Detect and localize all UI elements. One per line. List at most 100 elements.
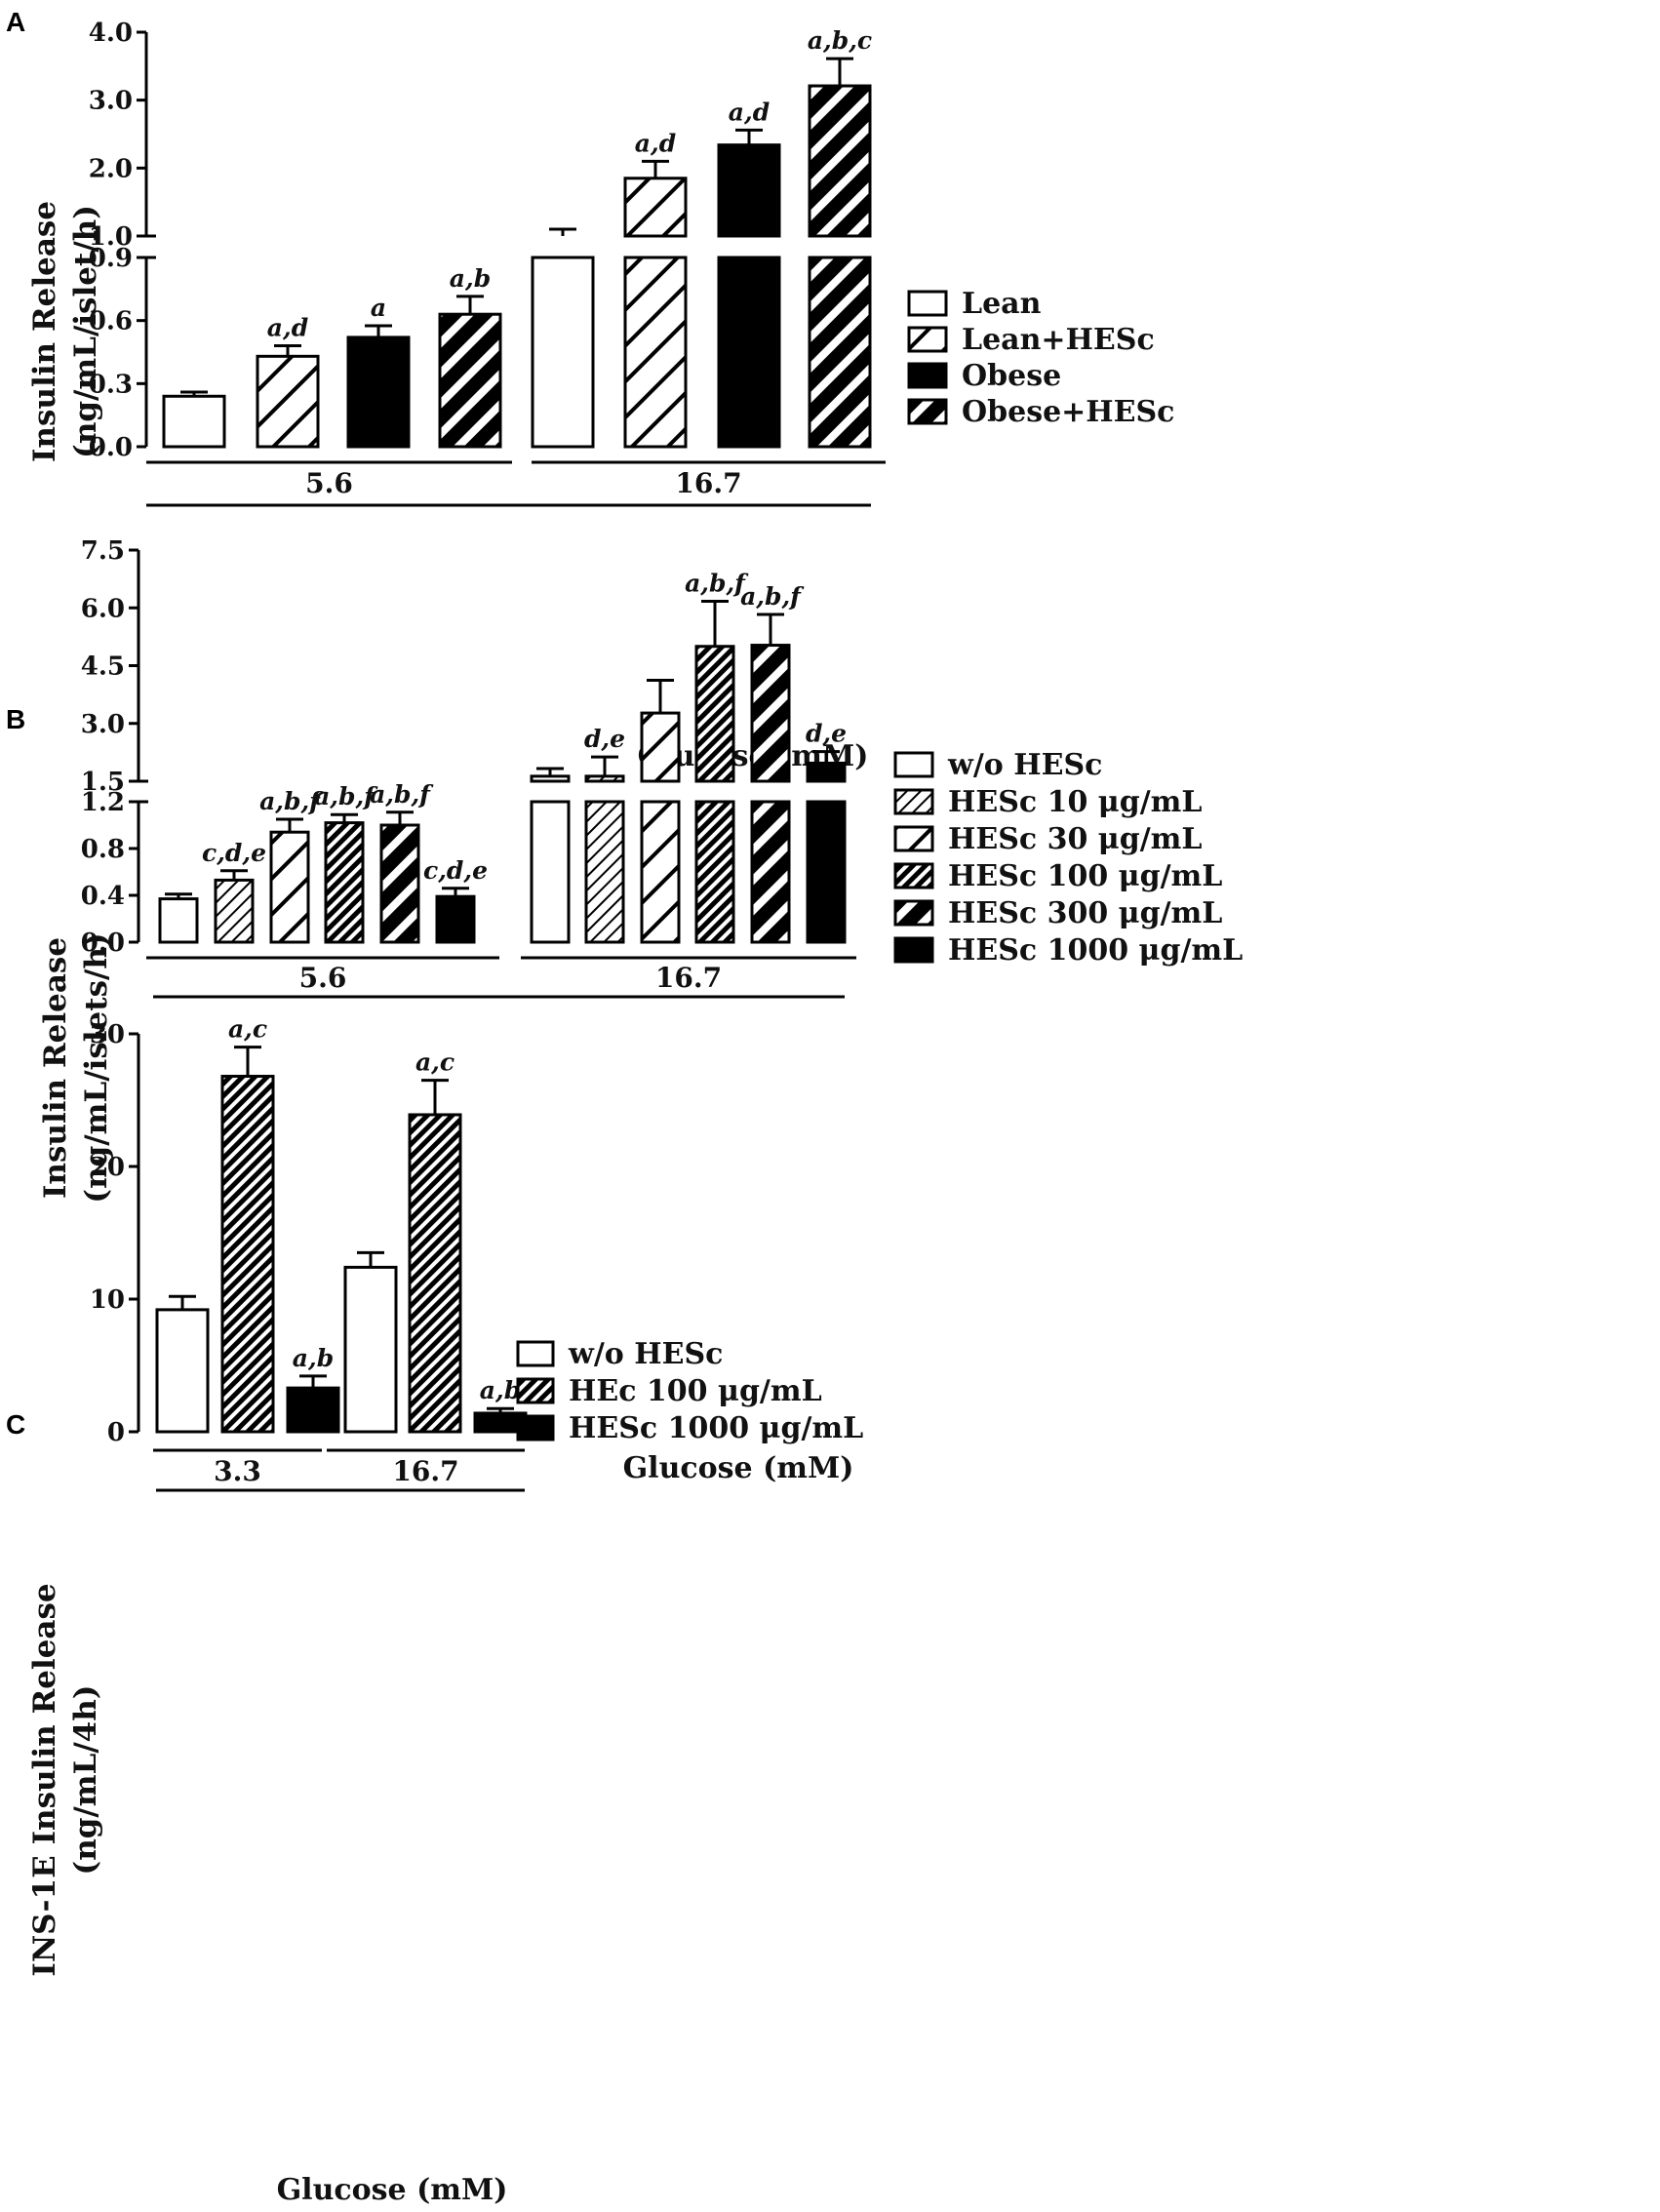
panel-c-legend-label-hec-100-g-ml: HEc 100 μg/mL xyxy=(569,1374,822,1408)
svg-text:(ng/mL/islet/h): (ng/mL/islet/h) xyxy=(68,205,103,458)
panel-c-y-axis xyxy=(129,1032,140,1434)
panel-b-legend-swatch-hesc-30-g-ml xyxy=(893,825,934,852)
panel-b-y-tick-label: 1.2 xyxy=(81,788,125,817)
panel-b-y-tick-label: 0.4 xyxy=(81,882,125,911)
panel-b-legend-label-hesc-30-g-ml: HESc 30 μg/mL xyxy=(948,822,1203,856)
panel-a-category-label: 16.7 xyxy=(675,467,741,499)
panel-a-y-axis xyxy=(137,30,156,449)
panel-c-bar-hec-100-g-ml-3-3 xyxy=(220,1075,275,1434)
panel-b-bar-hesc-300-g-ml-16-7 xyxy=(750,800,791,944)
panel-b-bar-w-o-hesc-16-7-upper xyxy=(530,774,571,783)
panel-b-bar-hesc-300-g-ml-16-7-significance: a,b,f xyxy=(740,582,805,611)
panel-c-bar-w-o-hesc-3-3 xyxy=(155,1308,210,1434)
panel-a-legend-label-obese: Obese xyxy=(962,359,1061,393)
panel-b-bar-w-o-hesc-5-6 xyxy=(158,897,199,944)
panel-c-legend-swatch-hec-100-g-ml xyxy=(516,1377,555,1404)
panel-b-y-tick-label: 6.0 xyxy=(81,594,125,623)
panel-a-bar-lean-hesc-16-7-significance: a,d xyxy=(635,129,676,157)
panel-a-bar-lean-hesc-16-7 xyxy=(623,256,688,449)
panel-a-legend-swatch-lean xyxy=(907,290,948,317)
panel-b-bar-hesc-30-g-ml-5-6-significance: a,b,f xyxy=(259,787,324,815)
panel-b-bar-hesc-30-g-ml-5-6 xyxy=(269,830,310,944)
panel-c-y-tick-label: 20 xyxy=(90,1153,125,1182)
panel-a-bar-obese-5-6-significance: a xyxy=(371,294,386,322)
panel-b-bar-hesc-100-g-ml-5-6-significance: a,b,f xyxy=(314,782,378,810)
panel-b-y-tick-label: 4.5 xyxy=(81,652,125,682)
panel-a-bar-obese-hesc-16-7 xyxy=(808,256,872,449)
panel-c-y-tick-label: 30 xyxy=(90,1020,125,1049)
panel-c-bar-hesc-1000-g-ml-3-3-significance: a,b xyxy=(293,1344,334,1372)
svg-text:Insulin Release: Insulin Release xyxy=(27,201,62,462)
panel-a-legend-label-lean: Lean xyxy=(962,287,1042,321)
panel-b-y-tick-label: 0.0 xyxy=(81,928,125,958)
panel-a-bar-lean-5-6 xyxy=(162,394,226,449)
panel-c-legend-swatch-w-o-hesc xyxy=(516,1340,555,1367)
panel-a-legend-swatch-lean-hesc xyxy=(907,326,948,353)
panel-b-chart: 0.0 0.4 0.8 1.21.5 3.0 4.5 6.0 7.5 c,d,e d,e a,b,f… xyxy=(81,536,1243,999)
panel-b-bar-hesc-300-g-ml-5-6-significance: a,b,f xyxy=(370,780,434,809)
panel-b-legend-label-hesc-10-g-ml: HESc 10 μg/mL xyxy=(948,785,1203,819)
panel-b-bar-hesc-10-g-ml-5-6 xyxy=(214,878,255,944)
panel-b-bar-hesc-100-g-ml-5-6 xyxy=(324,821,365,944)
panel-b-y-tick-label: 7.5 xyxy=(81,536,125,566)
panel-b-legend-label-w-o-hesc: w/o HESc xyxy=(947,748,1102,782)
panel-b-bar-w-o-hesc-16-7 xyxy=(530,800,571,944)
panel-b-legend-swatch-w-o-hesc xyxy=(893,751,934,778)
panel-a-bar-obese-hesc-16-7-significance: a,b,c xyxy=(808,26,872,55)
panel-c-bar-hesc-1000-g-ml-3-3 xyxy=(286,1386,340,1434)
panel-b-legend-swatch-hesc-10-g-ml xyxy=(893,788,934,815)
panel-b-bar-hesc-1000-g-ml-16-7-significance: d,e xyxy=(806,720,847,748)
panel-c-bar-hec-100-g-ml-16-7 xyxy=(408,1113,462,1434)
panel-b-bar-hesc-300-g-ml-16-7-upper xyxy=(750,644,791,783)
panel-a-bar-obese-5-6 xyxy=(346,336,411,449)
panel-c-y-tick-label: 10 xyxy=(90,1285,125,1315)
panel-a-bar-obese-hesc-16-7-upper xyxy=(808,84,872,238)
panel-b-legend-label-hesc-300-g-ml: HESc 300 μg/mL xyxy=(948,896,1222,930)
panel-b-bar-hesc-1000-g-ml-16-7 xyxy=(806,800,847,944)
panel-b-y-tick-label: 0.8 xyxy=(81,835,125,864)
panel-b-bar-hesc-1000-g-ml-5-6 xyxy=(435,894,476,944)
svg-text:(ng/mL/4h): (ng/mL/4h) xyxy=(68,1685,103,1876)
panel-a-bar-lean-hesc-16-7-upper xyxy=(623,177,688,238)
panel-label-b: B xyxy=(6,704,25,734)
panel-label-a: A xyxy=(6,7,25,37)
panel-b-legend-swatch-hesc-1000-g-ml xyxy=(893,936,934,964)
svg-text:(ng/mL/islets/h): (ng/mL/islets/h) xyxy=(79,932,114,1203)
panel-a-legend-label-obese-hesc: Obese+HESc xyxy=(962,395,1174,429)
panel-c-legend-swatch-hesc-1000-g-ml xyxy=(516,1414,555,1442)
panel-b-bar-hesc-300-g-ml-5-6 xyxy=(379,823,420,944)
panel-a-y-tick-label: 3.0 xyxy=(89,87,133,116)
panel-a-bar-obese-hesc-5-6 xyxy=(438,312,502,449)
panel-c-bar-w-o-hesc-16-7 xyxy=(343,1265,398,1434)
panel-a-y-tick-label: 4.0 xyxy=(89,19,133,48)
panel-b-bar-hesc-100-g-ml-16-7 xyxy=(694,800,735,944)
panel-a-bar-obese-16-7 xyxy=(717,256,781,449)
panel-c-legend-label-w-o-hesc: w/o HESc xyxy=(568,1337,723,1371)
panel-b-y-axis-label: Insulin Release (ng/mL/islets/h) xyxy=(38,932,114,1203)
panel-b-category-label: 16.7 xyxy=(655,962,722,994)
panel-a-legend-swatch-obese-hesc xyxy=(907,398,948,425)
panel-a-bar-lean-16-7 xyxy=(531,256,595,449)
panel-b-y-tick-label: 1.5 xyxy=(81,768,125,797)
panel-c-legend-label-hesc-1000-g-ml: HESc 1000 μg/mL xyxy=(569,1411,863,1445)
plots: 0.0 0.3 0.6 0.91.0 2.0 3.0 4.0 a,d a,d a a,d a,b a,b… xyxy=(81,19,1243,1492)
panel-a-y-tick-label: 0.0 xyxy=(89,433,133,462)
panel-a-bar-obese-hesc-5-6-significance: a,b xyxy=(450,264,491,293)
panel-b-bar-hesc-1000-g-ml-5-6-significance: c,d,e xyxy=(423,856,488,885)
panel-a-y-tick-label: 0.3 xyxy=(89,370,133,399)
panel-c-category-label: 16.7 xyxy=(392,1455,458,1487)
panel-b-bar-hesc-30-g-ml-16-7-upper xyxy=(640,711,681,783)
panel-a-bar-lean-hesc-5-6-significance: a,d xyxy=(267,314,308,342)
panel-a-legend-swatch-obese xyxy=(907,362,948,389)
panel-a-y-tick-label: 1.0 xyxy=(89,222,133,252)
panel-c-x-axis-label: Glucose (mM) xyxy=(277,2173,508,2207)
panel-c-y-axis-label: INS-1E Insulin Release (ng/mL/4h) xyxy=(27,1583,103,1976)
panel-b-bar-hesc-10-g-ml-16-7-significance: d,e xyxy=(584,725,625,753)
panel-a-chart: 0.0 0.3 0.6 0.91.0 2.0 3.0 4.0 a,d a,d a a,d a,b a,b… xyxy=(89,19,1174,507)
svg-text:Insulin Release: Insulin Release xyxy=(38,937,73,1199)
panel-b-x-axis-label: Glucose (mM) xyxy=(623,1451,854,1485)
